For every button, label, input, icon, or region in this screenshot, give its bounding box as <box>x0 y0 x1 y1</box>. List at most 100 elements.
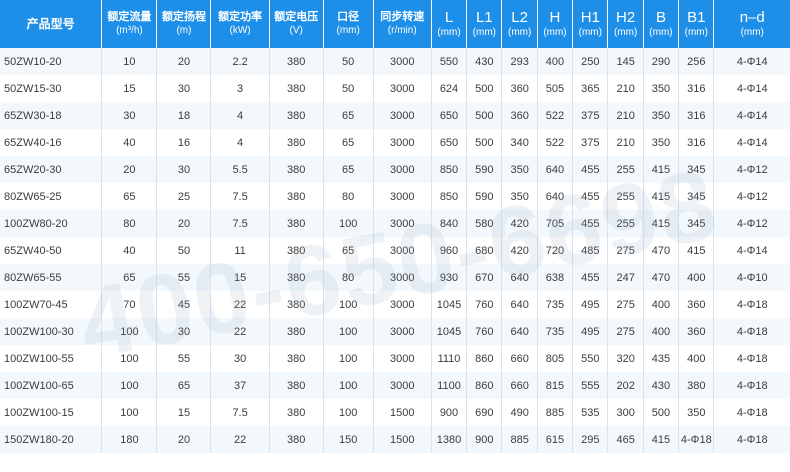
spec-cell: 210 <box>607 102 644 129</box>
table-row: 65ZW30-18 30 18 4 380 65 3000 650 500 360 522 375 21… <box>0 102 790 129</box>
spec-cell: 350 <box>643 75 680 102</box>
spec-cell: 1500 <box>373 399 432 426</box>
spec-cell: 255 <box>607 156 644 183</box>
spec-cell: 30 <box>156 318 212 345</box>
column-header-0: 产品型号 <box>0 0 103 48</box>
spec-cell: 3000 <box>373 156 432 183</box>
spec-cell: 455 <box>572 264 609 291</box>
spec-cell: 1045 <box>431 291 468 318</box>
spec-cell: 3000 <box>373 75 432 102</box>
table-row: 50ZW10-20 10 20 2.2 380 50 3000 550 430 293 400 250… <box>0 48 790 75</box>
spec-cell: 210 <box>607 75 644 102</box>
spec-cell: 660 <box>501 372 538 399</box>
column-header-13: B (mm) <box>643 0 680 48</box>
spec-cell: 20 <box>101 156 158 183</box>
spec-cell: 3000 <box>373 345 432 372</box>
spec-cell: 15 <box>210 264 270 291</box>
table-header: 产品型号 额定流量 (m³/h) 额定扬程 (m) 额定功率 (kW) 额定电压 (V) 口径 (m… <box>0 0 790 48</box>
spec-cell: 550 <box>572 345 609 372</box>
spec-cell: 20 <box>156 48 212 75</box>
spec-cell: 535 <box>572 399 609 426</box>
spec-cell: 615 <box>537 426 574 453</box>
model-cell: 65ZW30-18 <box>0 102 103 129</box>
column-header-title: H2 <box>616 9 636 26</box>
spec-cell: 420 <box>501 237 538 264</box>
spec-cell: 1045 <box>431 318 468 345</box>
spec-cell: 640 <box>501 291 538 318</box>
spec-cell: 638 <box>537 264 574 291</box>
spec-cell: 15 <box>156 399 212 426</box>
model-cell: 100ZW100-30 <box>0 318 103 345</box>
spec-cell: 400 <box>643 291 680 318</box>
spec-cell: 4-Φ18 <box>713 318 790 345</box>
spec-cell: 50 <box>156 237 212 264</box>
column-header-unit: (V) <box>289 25 303 36</box>
spec-cell: 11 <box>210 237 270 264</box>
spec-cell: 320 <box>607 345 644 372</box>
spec-cell: 3000 <box>373 102 432 129</box>
spec-cell: 350 <box>501 156 538 183</box>
spec-cell: 380 <box>269 264 324 291</box>
spec-cell: 415 <box>643 210 680 237</box>
column-header-unit: (mm) <box>437 27 461 38</box>
spec-cell: 4-Φ10 <box>713 264 790 291</box>
column-header-unit: (kW) <box>229 25 251 36</box>
spec-cell: 420 <box>501 210 538 237</box>
spec-cell: 380 <box>269 399 324 426</box>
spec-cell: 400 <box>678 264 715 291</box>
table-row: 100ZW100-55 100 55 30 380 100 3000 1110 860 660 80… <box>0 345 790 372</box>
model-cell: 50ZW10-20 <box>0 48 103 75</box>
spec-cell: 70 <box>101 291 158 318</box>
spec-cell: 316 <box>678 102 715 129</box>
spec-cell: 455 <box>572 210 609 237</box>
spec-cell: 3000 <box>373 264 432 291</box>
spec-cell: 275 <box>607 237 644 264</box>
spec-cell: 850 <box>431 156 468 183</box>
spec-cell: 50 <box>323 75 374 102</box>
spec-cell: 850 <box>431 183 468 210</box>
spec-cell: 640 <box>537 156 574 183</box>
spec-cell: 100 <box>323 210 374 237</box>
spec-cell: 290 <box>643 48 680 75</box>
spec-cell: 380 <box>269 183 324 210</box>
spec-cell: 590 <box>466 156 503 183</box>
spec-cell: 5.5 <box>210 156 270 183</box>
column-header-title: 同步转速 <box>380 11 425 23</box>
spec-cell: 380 <box>269 237 324 264</box>
spec-cell: 3000 <box>373 129 432 156</box>
column-header-title: 额定扬程 <box>161 11 206 23</box>
spec-cell: 10 <box>101 48 158 75</box>
spec-cell: 65 <box>323 156 374 183</box>
spec-cell: 37 <box>210 372 270 399</box>
spec-cell: 1380 <box>431 426 468 453</box>
spec-cell: 4-Φ18 <box>713 291 790 318</box>
spec-cell: 360 <box>678 291 715 318</box>
spec-cell: 345 <box>678 183 715 210</box>
spec-cell: 350 <box>501 183 538 210</box>
model-cell: 150ZW180-20 <box>0 426 103 453</box>
spec-cell: 415 <box>643 156 680 183</box>
spec-cell: 30 <box>156 75 212 102</box>
spec-cell: 65 <box>101 183 158 210</box>
spec-cell: 522 <box>537 102 574 129</box>
spec-cell: 415 <box>643 426 680 453</box>
column-header-9: L2 (mm) <box>501 0 538 48</box>
spec-cell: 20 <box>156 210 212 237</box>
spec-cell: 210 <box>607 129 644 156</box>
spec-cell: 80 <box>323 264 374 291</box>
spec-cell: 690 <box>466 399 503 426</box>
spec-cell: 145 <box>607 48 644 75</box>
spec-cell: 380 <box>269 102 324 129</box>
spec-cell: 100 <box>323 399 374 426</box>
table-row: 65ZW40-16 40 16 4 380 65 3000 650 500 340 522 375 21… <box>0 129 790 156</box>
column-header-unit: (m) <box>176 25 192 36</box>
spec-cell: 22 <box>210 426 270 453</box>
spec-cell: 50 <box>323 48 374 75</box>
column-header-title: L2 <box>511 9 528 26</box>
column-header-unit: (mm) <box>543 27 567 38</box>
spec-cell: 885 <box>501 426 538 453</box>
spec-cell: 316 <box>678 75 715 102</box>
column-header-title: B1 <box>687 9 706 26</box>
column-header-unit: (mm) <box>649 27 673 38</box>
spec-cell: 100 <box>323 372 374 399</box>
